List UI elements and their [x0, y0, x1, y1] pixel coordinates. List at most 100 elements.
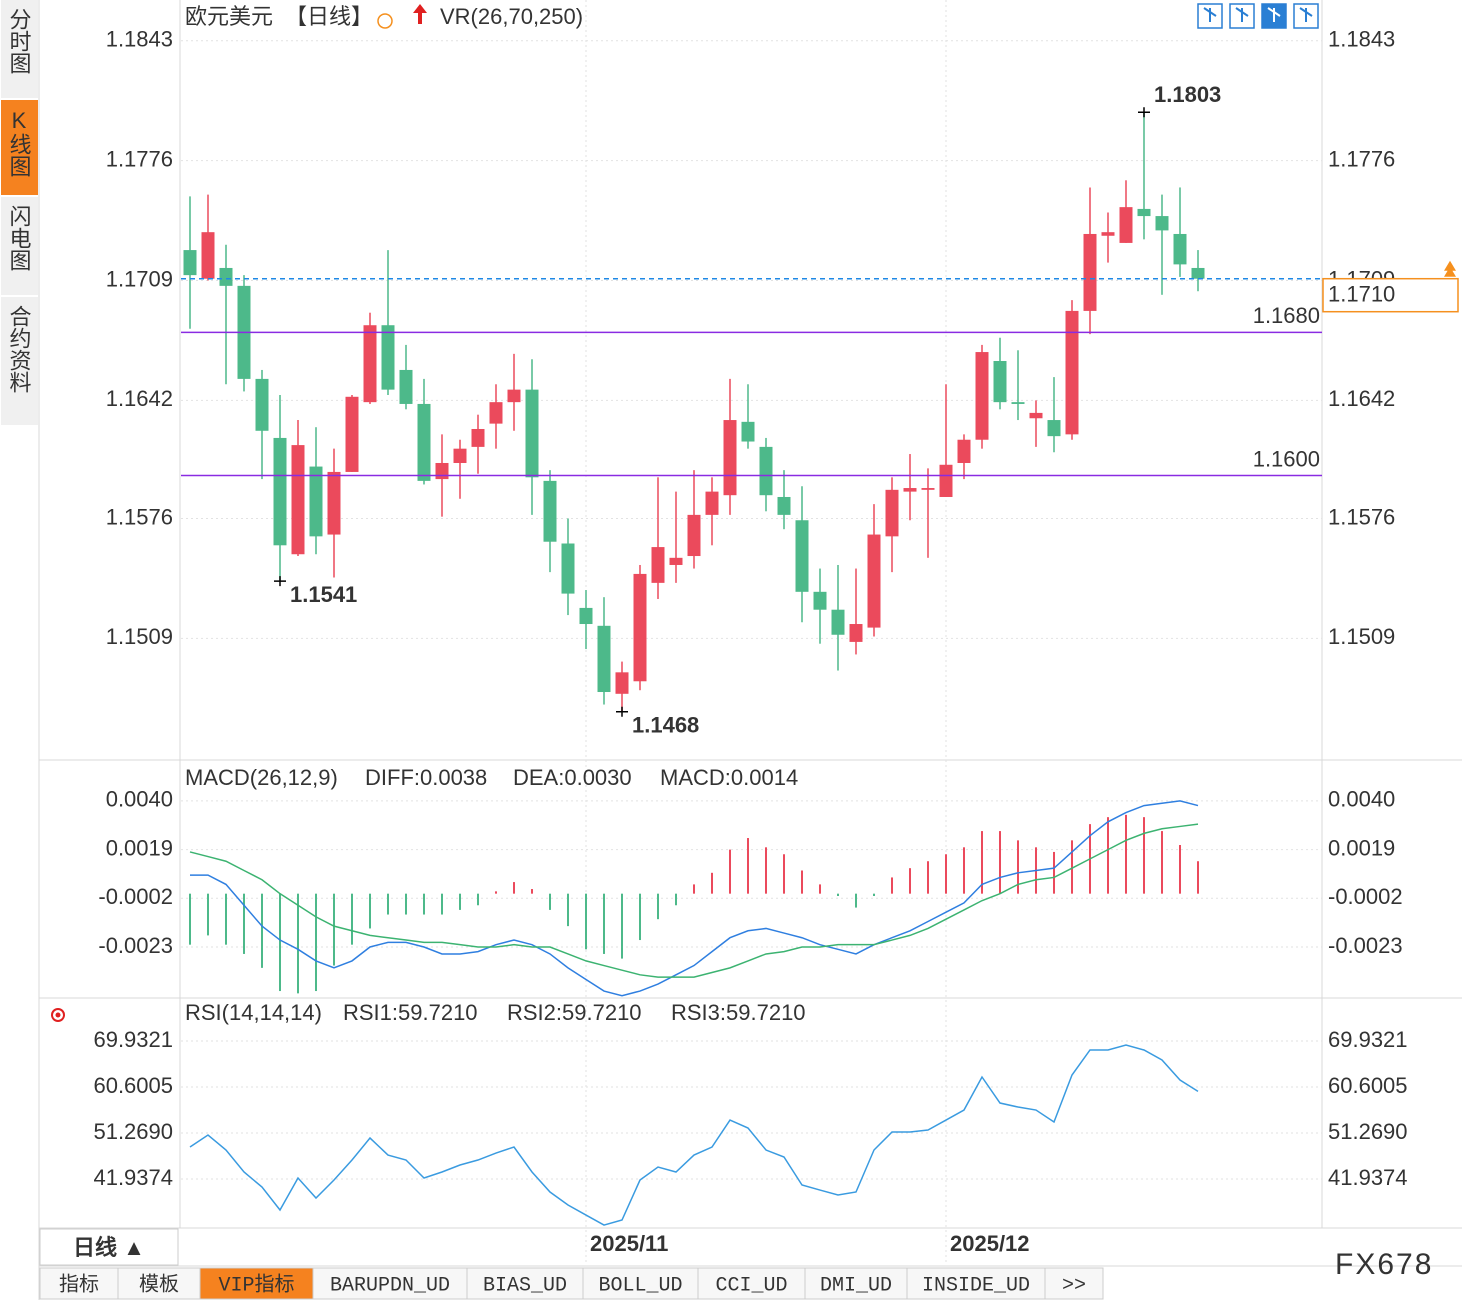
candle-body — [543, 480, 557, 542]
indicator-line — [189, 823, 1199, 978]
period-button[interactable] — [39, 1228, 179, 1266]
candle-body — [903, 488, 917, 492]
panel-title: RSI(14,14,14) — [185, 1000, 322, 1025]
candle-body — [687, 514, 701, 557]
sidebar-tab[interactable] — [1, 197, 38, 295]
candle-body — [309, 466, 323, 537]
sidebar-tab-label: K线图 — [7, 108, 32, 177]
legend-entry: DIFF:0.0038 — [365, 765, 487, 790]
candle-body — [795, 520, 809, 592]
candle-body — [183, 250, 197, 276]
y-tick-label-right: -0.0023 — [1328, 933, 1403, 958]
settings-icon-dot — [55, 1012, 61, 1018]
last-price-box — [1322, 277, 1459, 313]
candle-body — [759, 446, 773, 496]
candle-body — [939, 464, 953, 497]
extreme-label: 1.1541 — [290, 582, 357, 607]
y-tick-label: 0.0019 — [106, 835, 173, 860]
y-tick-label-right: 0.0019 — [1328, 835, 1395, 860]
y-tick-label-right: 41.9374 — [1328, 1165, 1408, 1190]
indicator-tab[interactable] — [199, 1267, 314, 1300]
extreme-label: 1.1468 — [632, 713, 699, 738]
indicator-tab[interactable] — [117, 1267, 201, 1300]
candle-body — [1191, 267, 1205, 279]
sidebar-tab[interactable] — [1, 297, 38, 425]
candle-body — [327, 471, 341, 535]
y-tick-label-right: 1.1576 — [1328, 504, 1395, 529]
indicator-tab[interactable] — [466, 1267, 584, 1300]
period-label: 【日线】 — [285, 4, 373, 29]
indicator-tab-label: 模板 — [139, 1272, 179, 1297]
indicator-tab-label: CCI_UD — [715, 1274, 787, 1297]
candle-body — [867, 534, 881, 628]
indicator-tab[interactable] — [697, 1267, 806, 1300]
y-tick-label: 1.1509 — [106, 624, 173, 649]
y-tick-label: 1.1776 — [106, 146, 173, 171]
indicator-tab-label: INSIDE_UD — [922, 1274, 1030, 1297]
candle-body — [417, 403, 431, 481]
indicator-line — [190, 800, 1199, 997]
indicator-tab[interactable] — [1044, 1267, 1104, 1300]
extreme-marker — [616, 706, 628, 717]
y-tick-label-right: 69.9321 — [1328, 1027, 1408, 1052]
indicator-tab-label: >> — [1062, 1274, 1086, 1297]
candle-body — [885, 489, 899, 537]
y-tick-label: 60.6005 — [93, 1073, 173, 1098]
indicator-tab[interactable] — [582, 1267, 699, 1300]
candle-body — [525, 389, 539, 478]
y-tick-label-right: -0.0002 — [1328, 884, 1403, 909]
indicator-tab[interactable] — [804, 1267, 908, 1300]
x-tick-label: 2025/11 — [590, 1231, 668, 1256]
indicator-tab-label: 指标 — [59, 1272, 99, 1297]
candle-body — [273, 437, 287, 546]
candle-body — [615, 672, 629, 694]
legend-entry: RSI1:59.7210 — [343, 1000, 478, 1025]
watermark: FX678 — [1335, 1248, 1433, 1281]
indicator-tab-label: DMI_UD — [820, 1274, 892, 1297]
toolbar-icon-glyph — [1299, 7, 1313, 22]
legend-entry: MACD:0.0014 — [660, 765, 798, 790]
candle-body — [957, 439, 971, 463]
candle-body — [1029, 412, 1043, 419]
candle-body — [453, 448, 467, 463]
y-tick-label: 1.1843 — [106, 27, 173, 52]
extreme-marker — [1138, 107, 1150, 118]
candle-body — [291, 445, 305, 555]
y-tick-label-right: 51.2690 — [1328, 1119, 1408, 1144]
candle-body — [489, 402, 503, 424]
indicator-tab-label: BARUPDN_UD — [330, 1274, 450, 1297]
candle-body — [1083, 233, 1097, 311]
y-tick-label: 41.9374 — [93, 1165, 173, 1190]
y-tick-label-right: 1.1642 — [1328, 386, 1395, 411]
candle-body — [471, 428, 485, 447]
candle-body — [507, 389, 521, 403]
sidebar-tab[interactable] — [1, 100, 38, 195]
candle-body — [831, 609, 845, 635]
candle-body — [1119, 207, 1133, 243]
legend-entry: RSI3:59.7210 — [671, 1000, 806, 1025]
legend-entry: DEA:0.0030 — [513, 765, 632, 790]
candle-body — [1137, 208, 1151, 217]
settings-icon[interactable] — [51, 1008, 65, 1022]
legend-entry: RSI2:59.7210 — [507, 1000, 642, 1025]
indicator-tab[interactable] — [39, 1267, 119, 1300]
candle-body — [1065, 310, 1079, 435]
add-icon[interactable] — [377, 13, 393, 29]
y-tick-label: 69.9321 — [93, 1027, 173, 1052]
last-price-label: 1.1710 — [1328, 282, 1395, 307]
panel-title: 欧元美元 — [185, 4, 273, 29]
candle-body — [777, 496, 791, 515]
candle-body — [921, 488, 935, 490]
sidebar-tab[interactable] — [1, 0, 38, 98]
toolbar-icon-glyph — [1267, 7, 1281, 22]
candle-body — [1155, 216, 1169, 231]
indicator-tab-label: VIP指标 — [218, 1272, 294, 1297]
x-tick-label: 2025/12 — [950, 1231, 1030, 1256]
horizontal-line-label: 1.1600 — [1253, 446, 1320, 471]
candle-body — [669, 557, 683, 565]
panel-title: MACD(26,12,9) — [185, 765, 338, 790]
indicator-tab-label: BOLL_UD — [598, 1274, 682, 1297]
y-tick-label: 1.1709 — [106, 266, 173, 291]
